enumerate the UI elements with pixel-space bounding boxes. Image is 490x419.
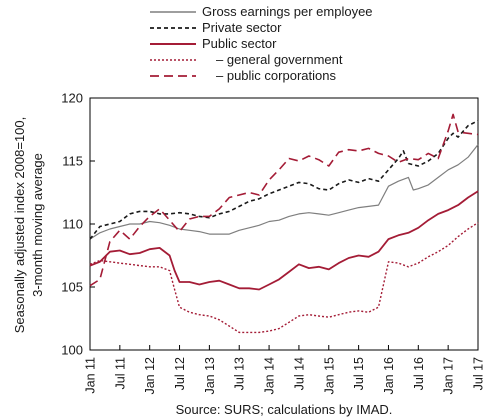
x-tick-label: Jul 14 — [292, 357, 306, 390]
x-tick-label: Jan 16 — [382, 357, 396, 395]
y-tick-label: 115 — [62, 154, 83, 169]
x-tick-label: Jul 11 — [113, 357, 127, 389]
x-tick-label: Jul 13 — [233, 357, 247, 390]
x-axis: Jan 11 Jul 11 Jan 12 Jul 12 Jan 13 Jul 13 Jan … — [84, 345, 486, 395]
x-tick-label: Jan 17 — [442, 357, 456, 395]
y-tick-label: 100 — [61, 343, 83, 358]
legend-label-3: Public sector — [202, 36, 277, 51]
y-tick-label: 110 — [62, 217, 83, 232]
x-tick-label: Jul 12 — [173, 357, 187, 390]
x-tick-label: Jan 11 — [84, 357, 98, 394]
x-tick-label: Jan 13 — [203, 357, 217, 395]
y-axis-title-line-2: 3-month moving average — [30, 153, 45, 297]
x-tick-label: Jul 17 — [472, 357, 486, 390]
y-axis-title: Seasonally adjusted index 2008=100, 3-mo… — [12, 117, 45, 333]
series-line-3 — [89, 190, 479, 291]
series-line-4 — [89, 222, 479, 334]
legend-label-2: Private sector — [202, 20, 282, 35]
x-tick-label: Jul 15 — [352, 357, 366, 390]
series-line-2 — [89, 119, 479, 240]
x-tick-label: Jan 15 — [322, 357, 336, 395]
y-tick-label: 120 — [61, 91, 83, 106]
y-tick-label: 105 — [61, 280, 83, 295]
series-line-5 — [89, 113, 479, 287]
x-tick-label: Jan 14 — [263, 357, 277, 395]
plot-area-frame — [89, 97, 479, 351]
y-axis: 100 105 110 115 120 — [61, 91, 95, 358]
series-group — [89, 113, 479, 334]
x-tick-label: Jan 12 — [143, 357, 157, 395]
x-tick-label: Jul 16 — [412, 357, 426, 390]
series-line-1 — [89, 144, 479, 240]
legend-label-5: – public corporations — [216, 68, 336, 83]
legend-label-1: Gross earnings per employee — [202, 4, 373, 19]
legend-label-4: – general government — [216, 52, 343, 67]
source-note: Source: SURS; calculations by IMAD. — [176, 402, 393, 417]
y-axis-title-line-1: Seasonally adjusted index 2008=100, — [12, 117, 27, 333]
